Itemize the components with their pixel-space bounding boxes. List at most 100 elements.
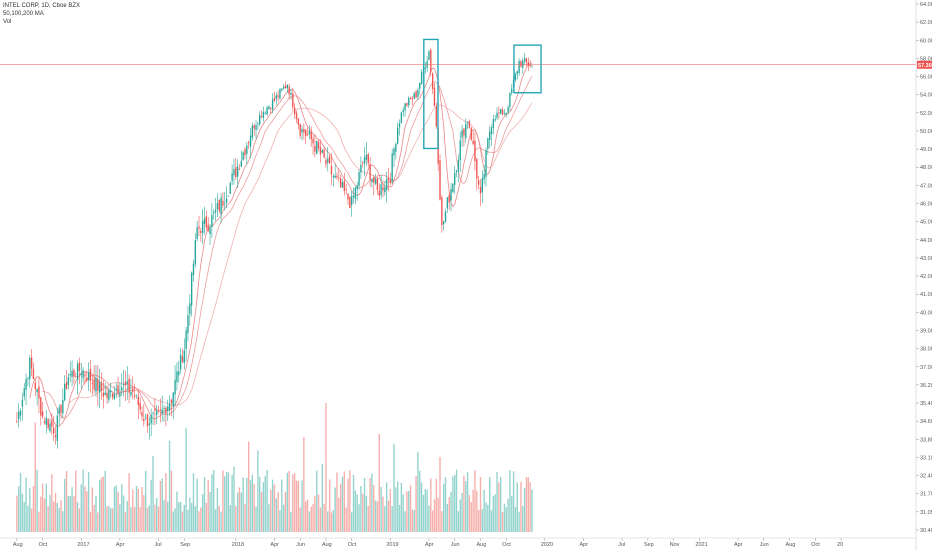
legend-ma[interactable]: 50,100,200 MA — [3, 11, 44, 17]
volume-bar — [86, 491, 88, 532]
candle-body — [220, 197, 222, 215]
candle — [52, 416, 55, 441]
candle — [60, 403, 62, 420]
candle — [163, 405, 165, 422]
candle-body — [198, 226, 200, 229]
volume-bar — [130, 507, 132, 532]
time-tick-label: 20 — [837, 542, 843, 548]
volume-bar — [32, 485, 35, 532]
candle-body — [194, 240, 197, 265]
candle — [271, 93, 274, 114]
candle — [242, 151, 244, 161]
candle — [98, 369, 101, 409]
volume-bar — [110, 508, 112, 532]
candle-body — [36, 388, 38, 393]
candle — [303, 123, 305, 140]
candle-body — [30, 357, 33, 369]
candle — [430, 47, 432, 77]
volume-bar — [522, 505, 524, 532]
legend-symbol[interactable]: INTEL CORP, 1D, Cboe BZX — [3, 3, 81, 9]
volume-bar — [430, 478, 432, 532]
candle-body — [305, 130, 307, 136]
candle-body — [293, 107, 296, 114]
candle-body — [404, 103, 406, 111]
volume-bar — [157, 506, 160, 532]
volume-bar — [411, 509, 414, 532]
candle-body — [327, 158, 329, 163]
volume-bar — [163, 499, 165, 532]
candle — [463, 127, 465, 147]
candle-body — [466, 122, 469, 124]
candle — [290, 88, 292, 100]
candle — [503, 108, 506, 116]
candle-body — [271, 99, 274, 110]
candle — [222, 192, 224, 209]
time-tick-label: Apr — [270, 542, 279, 548]
price-axis[interactable]: 64.00 62.00 60.00 58.00 56.00 54.00 52.00 50.00… — [915, 0, 932, 550]
volume-bar — [84, 486, 86, 532]
candle-body — [441, 197, 443, 226]
candle-body — [133, 395, 136, 397]
candle — [135, 394, 138, 399]
volume-bar — [71, 487, 73, 532]
candle-body — [242, 152, 244, 161]
candle-body — [317, 141, 320, 149]
candle — [424, 62, 426, 74]
volume-bar — [246, 477, 248, 532]
candle — [465, 118, 467, 143]
volume-bar — [21, 493, 24, 532]
volume-bar — [452, 476, 454, 532]
candle — [247, 140, 250, 150]
volume-bar — [225, 471, 228, 532]
candle-body — [211, 215, 213, 227]
candle — [417, 87, 419, 100]
candle — [156, 405, 158, 425]
volume-bar — [154, 504, 156, 532]
legend-volume[interactable]: Vol — [3, 19, 12, 25]
candle — [167, 399, 169, 421]
volume-bar — [201, 494, 204, 532]
candle — [351, 190, 353, 217]
candle-body — [474, 140, 476, 162]
candle — [363, 146, 366, 177]
candle — [97, 365, 99, 406]
volume-bar — [203, 477, 206, 532]
candle-body — [387, 177, 390, 181]
volume-bar — [16, 495, 18, 532]
volume-bar — [402, 494, 404, 532]
candle — [80, 362, 82, 390]
candle-body — [52, 427, 55, 434]
candle-body — [249, 135, 252, 147]
candle — [319, 139, 322, 163]
volume-bar — [389, 488, 392, 532]
candle-body — [343, 181, 346, 191]
volume-bar — [148, 505, 151, 532]
candle — [102, 379, 105, 409]
volume-bar — [413, 510, 415, 532]
candle-body — [98, 382, 101, 393]
candle-body — [137, 396, 139, 406]
candle — [141, 406, 143, 421]
candle-body — [430, 49, 432, 73]
volume-bar — [183, 504, 185, 532]
candle-body — [91, 382, 93, 384]
candle — [446, 196, 449, 213]
candle-body — [336, 175, 338, 178]
candle — [297, 118, 300, 130]
volume-bar — [124, 512, 127, 532]
candle-body — [229, 182, 231, 194]
candle — [172, 392, 174, 420]
price-tick-label: 32.40 — [920, 474, 932, 480]
candle-body — [51, 420, 53, 427]
volume-bar — [396, 481, 399, 532]
volume-bar — [192, 473, 195, 532]
candle-body — [529, 64, 531, 67]
price-tick-label: 38.00 — [920, 347, 932, 353]
candle — [67, 373, 70, 390]
candle — [527, 57, 529, 71]
time-axis[interactable]: Aug Oct 2017 Apr Jul Sep 2018 Apr Jun Aug Oct 2019 A… — [0, 537, 916, 548]
candle-body — [236, 166, 239, 177]
volume-bar — [198, 511, 200, 532]
candle-body — [492, 119, 495, 129]
